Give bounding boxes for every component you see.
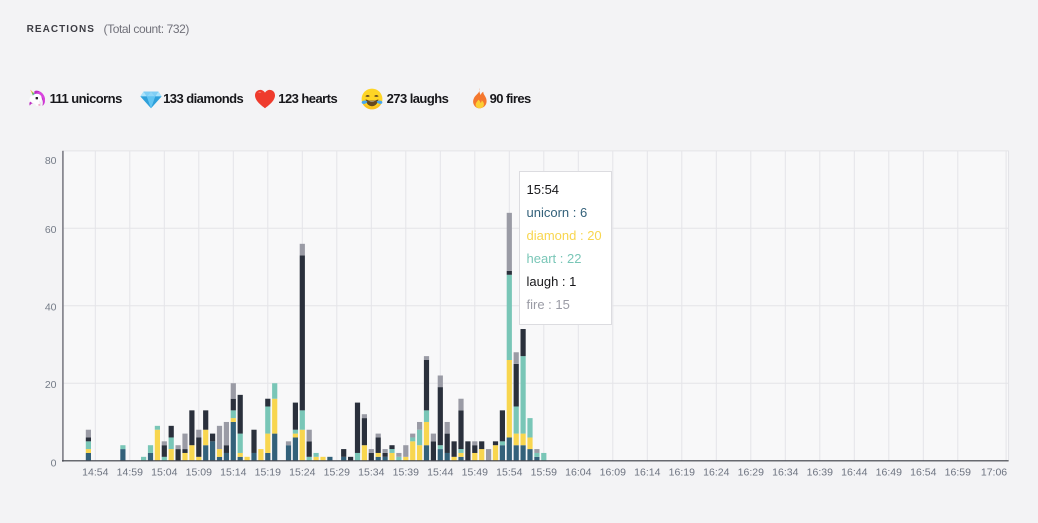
svg-text:0: 0 — [51, 457, 57, 469]
svg-text:15:54: 15:54 — [496, 467, 522, 479]
svg-text:16:14: 16:14 — [634, 467, 660, 479]
svg-text:15:59: 15:59 — [531, 467, 557, 479]
svg-text:20: 20 — [45, 379, 57, 391]
svg-text:40: 40 — [45, 302, 57, 314]
svg-text:16:19: 16:19 — [669, 467, 695, 479]
svg-text:16:24: 16:24 — [703, 467, 729, 479]
svg-text:80: 80 — [45, 155, 57, 167]
svg-text:15:19: 15:19 — [255, 467, 281, 479]
svg-text:16:09: 16:09 — [600, 467, 626, 479]
svg-text:16:04: 16:04 — [565, 467, 591, 479]
svg-text:16:44: 16:44 — [841, 467, 867, 479]
svg-text:14:54: 14:54 — [82, 467, 108, 479]
svg-text:14:59: 14:59 — [117, 467, 143, 479]
svg-text:16:39: 16:39 — [807, 467, 833, 479]
svg-text:15:44: 15:44 — [427, 467, 453, 479]
svg-text:15:24: 15:24 — [289, 467, 315, 479]
svg-text:16:34: 16:34 — [772, 467, 798, 479]
svg-text:60: 60 — [45, 224, 57, 236]
svg-text:16:59: 16:59 — [945, 467, 971, 479]
svg-text:15:34: 15:34 — [358, 467, 384, 479]
svg-text:16:54: 16:54 — [910, 467, 936, 479]
svg-text:16:29: 16:29 — [738, 467, 764, 479]
svg-text:15:09: 15:09 — [186, 467, 212, 479]
svg-text:15:49: 15:49 — [462, 467, 488, 479]
svg-text:15:14: 15:14 — [220, 467, 246, 479]
svg-text:15:04: 15:04 — [151, 467, 177, 479]
svg-text:17:06: 17:06 — [981, 467, 1007, 479]
svg-text:15:39: 15:39 — [393, 467, 419, 479]
svg-text:15:29: 15:29 — [324, 467, 350, 479]
svg-text:16:49: 16:49 — [876, 467, 902, 479]
